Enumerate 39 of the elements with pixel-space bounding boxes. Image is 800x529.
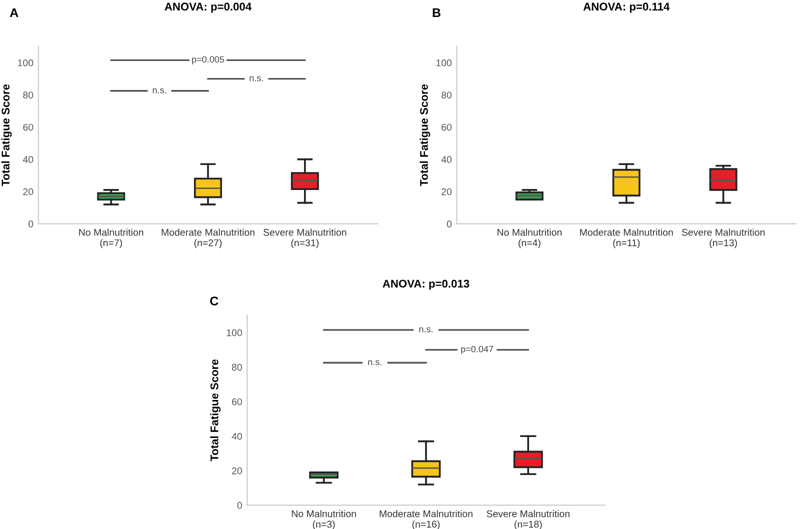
y-tick-label: 0 xyxy=(237,502,242,509)
chart-title: ANOVA: p=0.004 xyxy=(164,2,252,13)
y-axis-title: Total Fatigue Score xyxy=(420,84,430,186)
annotation: p=0.005 xyxy=(192,56,224,64)
annotation: n.s. xyxy=(152,88,166,94)
annotation: p=0.047 xyxy=(461,346,494,354)
y-tick-label: 40 xyxy=(232,432,242,440)
y-tick-label: 20 xyxy=(232,467,242,474)
y-tick-label: 20 xyxy=(23,188,34,196)
y-tick-label: 80 xyxy=(232,364,242,371)
x-tick-label: Moderate Malnutrition (n=27) xyxy=(162,228,254,248)
annotation: n.s. xyxy=(368,360,382,366)
x-tick-label: Severe Malnutrition (n=13) xyxy=(682,228,765,248)
y-tick-label: 0 xyxy=(446,220,452,228)
y-tick-label: 60 xyxy=(442,124,452,131)
y-tick-label: 80 xyxy=(23,92,34,98)
y-tick-label: 40 xyxy=(22,156,34,163)
text: C xyxy=(210,296,218,306)
text: B xyxy=(432,8,440,17)
chart-title: ANOVA: p=0.114 xyxy=(583,2,670,13)
y-axis-title: Total Fatigue Score xyxy=(1,84,12,186)
y-tick-label: 100 xyxy=(226,329,242,336)
text: A xyxy=(10,8,18,17)
y-axis-title: Total Fatigue Score xyxy=(210,359,221,462)
x-tick-label: No Malnutrition (n=4) xyxy=(498,228,562,248)
y-tick-label: 60 xyxy=(23,124,34,131)
x-tick-label: Severe Malnutrition (n=31) xyxy=(263,228,346,248)
y-tick-label: 40 xyxy=(441,156,452,163)
y-tick-label: 20 xyxy=(442,188,452,196)
y-tick-label: 80 xyxy=(442,92,452,98)
y-tick-label: 100 xyxy=(18,59,34,66)
annotation: n.s. xyxy=(250,76,263,82)
y-tick-label: 60 xyxy=(232,398,242,406)
x-tick-label: No Malnutrition (n=7) xyxy=(79,228,144,248)
chart-title: ANOVA: p=0.013 xyxy=(382,280,470,290)
x-tick-label: Moderate Malnutrition (n=11) xyxy=(580,228,673,248)
y-tick-label: 100 xyxy=(436,59,452,66)
y-tick-label: 0 xyxy=(28,220,34,228)
annotation: n.s. xyxy=(419,327,432,332)
